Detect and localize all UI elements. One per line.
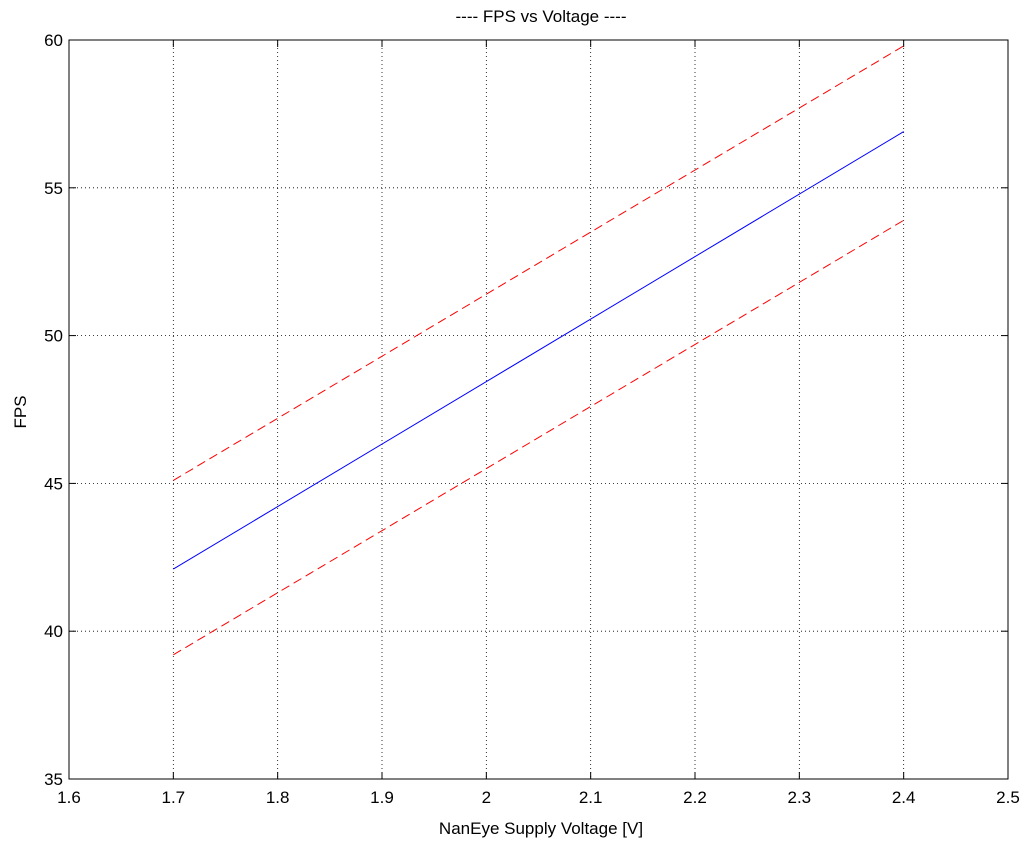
series-group xyxy=(173,45,904,656)
x-tick-label: 2.4 xyxy=(892,788,916,807)
y-tick-label: 35 xyxy=(44,770,63,789)
chart-title: ---- FPS vs Voltage ---- xyxy=(456,7,627,26)
x-tick-label: 2 xyxy=(482,788,491,807)
y-tick-label: 60 xyxy=(44,31,63,50)
grid xyxy=(69,40,1008,779)
series-line-bound-2 xyxy=(173,219,904,656)
plot-frame xyxy=(68,39,1009,780)
y-tick-label: 55 xyxy=(44,179,63,198)
y-tick-label: 50 xyxy=(44,327,63,346)
x-axis-label: NanEye Supply Voltage [V] xyxy=(439,819,643,838)
x-tick-label: 1.9 xyxy=(370,788,394,807)
x-tick-label: 2.3 xyxy=(788,788,812,807)
y-tick-label: 40 xyxy=(44,622,63,641)
ticks: 1.6 1.7 1.8 1.9 2 2.1 2.2 2.3 2.4 2.5 35 40 45 50 55 60 xyxy=(44,31,1020,807)
x-tick-label: 2.5 xyxy=(996,788,1020,807)
x-tick-label: 1.6 xyxy=(57,788,81,807)
series-line-bound-1 xyxy=(173,45,904,481)
x-tick-label: 1.8 xyxy=(266,788,290,807)
y-axis-label: FPS xyxy=(11,395,30,428)
y-tick-label: 45 xyxy=(44,474,63,493)
x-tick-label: 2.1 xyxy=(579,788,603,807)
x-tick-label: 2.2 xyxy=(683,788,707,807)
series-line-main xyxy=(173,131,904,570)
x-tick-label: 1.7 xyxy=(162,788,186,807)
